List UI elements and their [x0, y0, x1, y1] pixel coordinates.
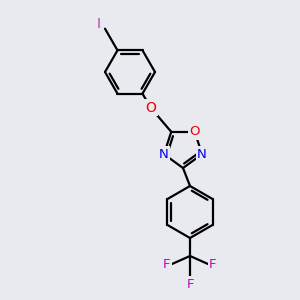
Text: N: N — [159, 148, 169, 161]
Text: F: F — [163, 257, 171, 271]
Text: F: F — [209, 257, 217, 271]
Text: O: O — [190, 125, 200, 138]
Text: I: I — [97, 17, 101, 31]
Text: O: O — [145, 100, 156, 115]
Text: N: N — [197, 148, 207, 161]
Text: F: F — [186, 278, 194, 290]
